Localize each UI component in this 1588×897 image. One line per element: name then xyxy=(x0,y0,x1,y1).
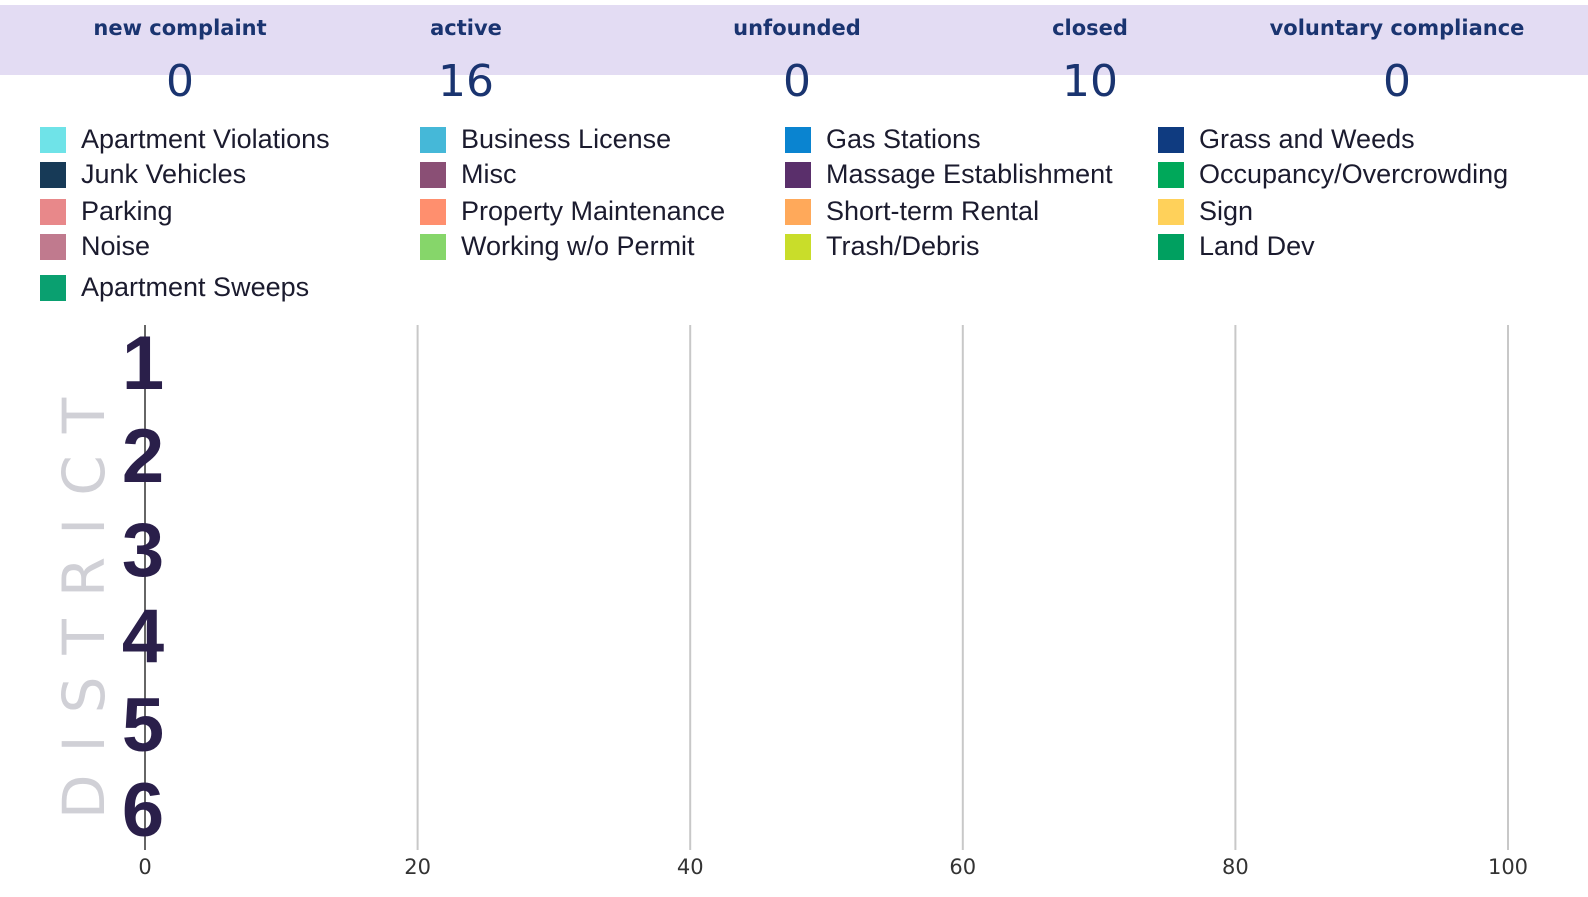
legend-swatch xyxy=(40,127,66,153)
x-tick-label: 20 xyxy=(404,855,431,879)
legend-label: Junk Vehicles xyxy=(81,159,246,189)
legend-label: Apartment Violations xyxy=(81,124,330,154)
x-tick-label: 100 xyxy=(1488,855,1528,879)
legend-label: Sign xyxy=(1199,196,1253,226)
stat-value: 10 xyxy=(1062,56,1118,107)
y-tick-label: 5 xyxy=(122,683,164,768)
stat-label: active xyxy=(430,16,502,40)
stat-value: 16 xyxy=(438,56,494,107)
legend-swatch xyxy=(40,275,66,301)
stat-label: closed xyxy=(1052,16,1128,40)
legend-label: Noise xyxy=(81,231,150,261)
y-tick-label: 2 xyxy=(122,414,164,499)
legend-swatch xyxy=(1158,162,1184,188)
stat-value: 0 xyxy=(783,56,811,107)
legend-label: Misc xyxy=(461,159,517,189)
stat-label: new complaint xyxy=(93,16,266,40)
legend-label: Short-term Rental xyxy=(826,196,1039,226)
legend-label: Gas Stations xyxy=(826,124,981,154)
stat-label: voluntary compliance xyxy=(1270,16,1525,40)
y-tick-label: 3 xyxy=(122,508,164,593)
y-axis-label: DISTRICT xyxy=(50,376,118,819)
legend-label: Business License xyxy=(461,124,671,154)
legend-label: Parking xyxy=(81,196,173,226)
legend-label: Apartment Sweeps xyxy=(81,272,309,302)
legend-label: Trash/Debris xyxy=(826,231,980,261)
legend-swatch xyxy=(785,162,811,188)
legend-label: Grass and Weeds xyxy=(1199,124,1415,154)
legend-swatch xyxy=(785,234,811,260)
legend-label: Land Dev xyxy=(1199,231,1315,261)
y-tick-label: 4 xyxy=(122,594,164,679)
legend-label: Working w/o Permit xyxy=(461,231,695,261)
x-tick-label: 60 xyxy=(949,855,976,879)
legend-swatch xyxy=(785,127,811,153)
legend-label: Occupancy/Overcrowding xyxy=(1199,159,1508,189)
legend-label: Massage Establishment xyxy=(826,159,1113,189)
x-tick-label: 0 xyxy=(138,855,151,879)
legend-swatch xyxy=(40,234,66,260)
legend-swatch xyxy=(1158,199,1184,225)
legend-label: Property Maintenance xyxy=(461,196,725,226)
stat-value: 0 xyxy=(1383,56,1411,107)
legend-swatch xyxy=(1158,234,1184,260)
x-tick-label: 40 xyxy=(677,855,704,879)
legend-swatch xyxy=(420,234,446,260)
legend-swatch xyxy=(420,162,446,188)
stat-value: 0 xyxy=(166,56,194,107)
y-tick-label: 1 xyxy=(122,321,164,406)
legend-swatch xyxy=(1158,127,1184,153)
legend-swatch xyxy=(420,127,446,153)
legend-swatch xyxy=(40,199,66,225)
x-tick-label: 80 xyxy=(1222,855,1249,879)
stats-band xyxy=(0,5,1588,75)
legend-swatch xyxy=(40,162,66,188)
legend-swatch xyxy=(785,199,811,225)
legend-swatch xyxy=(420,199,446,225)
stat-label: unfounded xyxy=(733,16,861,40)
y-tick-label: 6 xyxy=(122,768,164,853)
